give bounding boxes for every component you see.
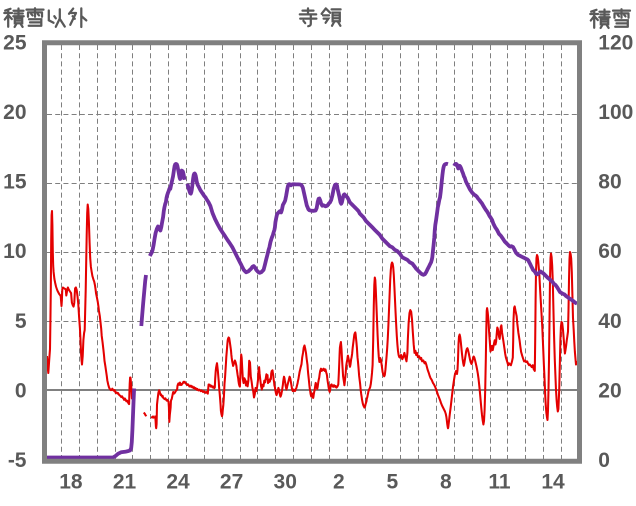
svg-text:20: 20 — [3, 101, 26, 124]
svg-text:18: 18 — [59, 471, 83, 494]
svg-text:14: 14 — [541, 471, 565, 494]
svg-text:5: 5 — [15, 310, 27, 333]
svg-text:2: 2 — [333, 471, 345, 494]
svg-text:0: 0 — [598, 449, 610, 472]
svg-text:11: 11 — [488, 471, 511, 494]
svg-text:25: 25 — [3, 32, 27, 55]
svg-text:8: 8 — [440, 471, 452, 494]
svg-text:-5: -5 — [8, 449, 27, 472]
svg-text:27: 27 — [220, 471, 243, 494]
svg-text:40: 40 — [598, 310, 621, 333]
svg-text:0: 0 — [15, 379, 27, 402]
svg-text:20: 20 — [598, 379, 621, 402]
svg-text:24: 24 — [166, 471, 190, 494]
svg-text:100: 100 — [598, 101, 633, 124]
svg-text:80: 80 — [598, 171, 621, 194]
svg-text:30: 30 — [274, 471, 297, 494]
svg-text:120: 120 — [598, 32, 633, 55]
svg-text:60: 60 — [598, 240, 621, 263]
svg-text:15: 15 — [3, 171, 27, 194]
svg-text:5: 5 — [386, 471, 398, 494]
svg-text:10: 10 — [3, 240, 26, 263]
svg-text:21: 21 — [113, 471, 137, 494]
